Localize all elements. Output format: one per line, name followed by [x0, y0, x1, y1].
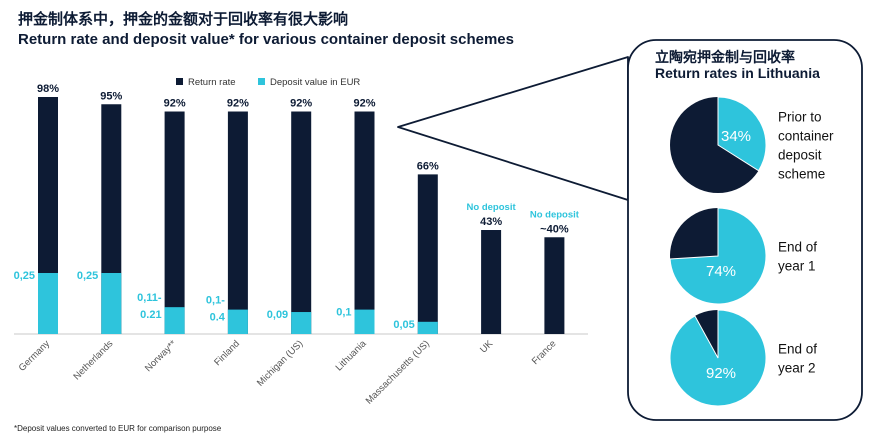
pie-slice-0: [717, 96, 767, 172]
legend: Return rate Deposit value in EUR: [176, 77, 360, 88]
bar-return-rate-5: [354, 111, 375, 335]
deposit-label-0: 0,25: [14, 270, 35, 282]
legend-swatch-deposit: [258, 78, 265, 85]
bar-return-rate-7: [481, 230, 502, 334]
deposit-label-3: 0,1-0.4: [206, 295, 226, 324]
bar-return-rate-2: [164, 111, 185, 335]
pie-slice-1: [669, 207, 767, 305]
pie-value-label-0: 34%: [721, 128, 751, 145]
legend-label-deposit: Deposit value in EUR: [270, 77, 360, 88]
return-rate-label-4: 92%: [290, 98, 312, 110]
return-rate-label-3: 92%: [227, 98, 249, 110]
pie-caption-1: End of year 1: [778, 240, 817, 274]
bar-deposit-0: [38, 273, 58, 334]
no-deposit-annotation-8: No deposit: [530, 209, 580, 220]
legend-label-return-rate: Return rate: [188, 77, 236, 88]
bar-deposit-6: [417, 321, 438, 334]
panel-title-english: Return rates in Lithuania: [655, 65, 820, 81]
bar-deposit-4: [291, 312, 312, 334]
pie-value-label-2: 92%: [706, 365, 736, 382]
pie-caption-2: End of year 2: [778, 342, 817, 376]
no-deposit-annotation-7: No deposit: [467, 202, 517, 213]
return-rate-label-1: 95%: [100, 90, 122, 102]
bar-return-rate-8: [544, 237, 565, 334]
return-rate-label-6: 66%: [417, 160, 439, 172]
pie-caption-0: Prior to container deposit scheme: [778, 110, 834, 182]
return-rate-label-8: ~40%: [540, 223, 569, 235]
bar-deposit-2: [164, 307, 185, 334]
bar-deposit-5: [354, 309, 375, 334]
chart-title-chinese: 押金制体系中，押金的金额对于回收率有很大影响: [18, 11, 349, 28]
deposit-label-6: 0,05: [393, 319, 414, 331]
panel-title-chinese: 立陶宛押金制与回收率: [655, 49, 795, 65]
return-rate-label-7: 43%: [480, 216, 502, 228]
legend-swatch-return-rate: [176, 78, 183, 85]
bar-deposit-3: [227, 309, 248, 334]
footnote: *Deposit values converted to EUR for com…: [14, 424, 222, 433]
return-rate-label-5: 92%: [353, 98, 375, 110]
return-rate-label-0: 98%: [37, 83, 59, 95]
deposit-label-4: 0,09: [267, 309, 288, 321]
chart-title-english: Return rate and deposit value* for vario…: [18, 31, 514, 48]
bar-deposit-1: [101, 273, 122, 334]
bar-return-rate-4: [291, 111, 312, 335]
bar-return-rate-3: [227, 111, 248, 335]
deposit-label-5: 0,1: [336, 307, 351, 319]
deposit-label-1: 0,25: [77, 270, 98, 282]
pie-slice-2: [669, 309, 767, 407]
return-rate-label-2: 92%: [164, 98, 186, 110]
pie-value-label-1: 74%: [706, 263, 736, 280]
bar-return-rate-6: [417, 174, 438, 334]
deposit-label-2: 0,11-0.21: [137, 292, 162, 321]
